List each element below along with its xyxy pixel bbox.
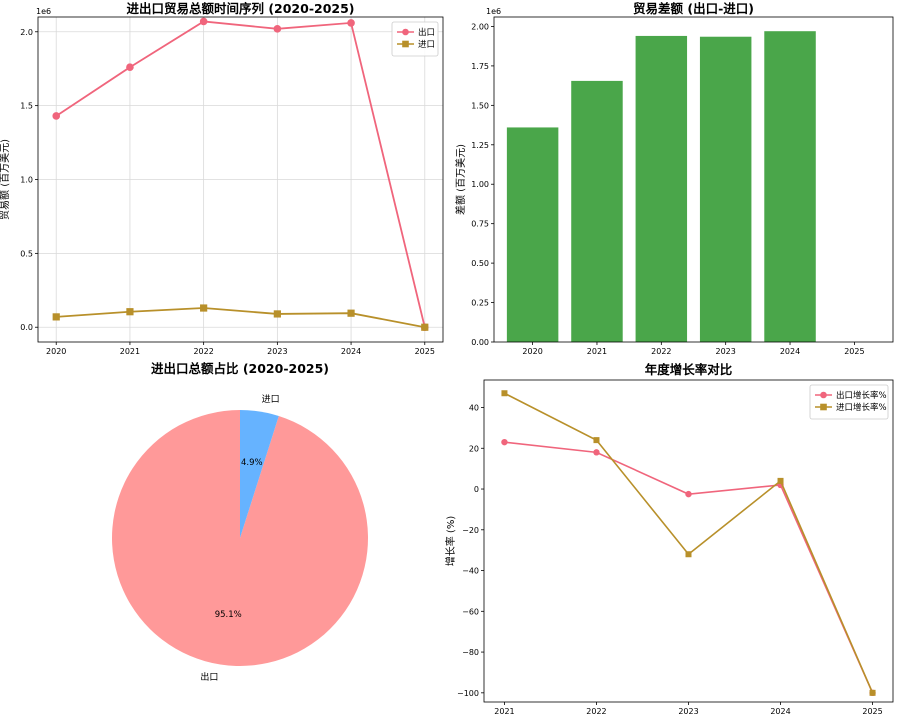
- growth-ytick-label: −40: [462, 567, 479, 576]
- share-slice-label: 出口: [200, 671, 218, 683]
- totals-ytick-label: 0.5: [20, 249, 33, 258]
- totals-scale-label: 1e6: [36, 7, 51, 16]
- growth-xtick-label: 2024: [770, 707, 790, 716]
- totals-point: [126, 63, 134, 72]
- totals-title: 进出口贸易总额时间序列 (2020-2025): [126, 1, 354, 16]
- growth-xtick-label: 2025: [862, 707, 882, 716]
- totals-xtick-label: 2025: [415, 347, 435, 356]
- growth-ylabel: 增长率 (%): [444, 516, 457, 567]
- balance-bar: [571, 80, 623, 342]
- totals-point: [421, 323, 429, 331]
- totals-ytick-label: 1.0: [20, 176, 33, 185]
- growth-point: [501, 438, 508, 446]
- totals-xtick-label: 2024: [341, 347, 361, 356]
- balance-ytick-label: 0.75: [471, 220, 489, 229]
- growth-xtick-label: 2023: [678, 707, 698, 716]
- balance-xtick-label: 2023: [715, 347, 735, 356]
- balance-bar: [635, 35, 688, 342]
- totals-point: [200, 304, 208, 312]
- growth-point: [869, 689, 876, 696]
- totals-ytick-label: 1.5: [20, 102, 33, 111]
- totals-xtick-label: 2021: [120, 347, 140, 356]
- growth-point: [501, 390, 508, 397]
- totals-xtick-label: 2022: [193, 347, 213, 356]
- balance-bar: [764, 31, 816, 342]
- balance-xtick-label: 2021: [587, 347, 607, 356]
- share-slice: [240, 410, 279, 538]
- totals-series-line-1: [56, 307, 425, 329]
- growth-point: [685, 490, 692, 498]
- share-slice-pct: 95.1%: [215, 610, 242, 620]
- balance-xtick-label: 2022: [651, 347, 671, 356]
- balance-ytick-label: 1.50: [471, 101, 489, 110]
- growth-point: [593, 449, 600, 456]
- totals-point: [126, 308, 134, 316]
- totals-legend-marker: [402, 40, 409, 48]
- balance-title: 贸易差额 (出口-进口): [633, 1, 754, 16]
- growth-point: [685, 551, 692, 558]
- growth-ytick-label: −100: [457, 689, 479, 698]
- balance-xtick-label: 2025: [844, 347, 864, 356]
- share-title: 进出口总额占比 (2020-2025): [151, 361, 329, 376]
- balance-ytick-label: 1.75: [471, 62, 489, 71]
- totals-point: [347, 19, 355, 27]
- totals-ytick-label: 2.0: [20, 28, 33, 37]
- balance-ytick-label: 0.25: [471, 299, 489, 308]
- balance-frame: [493, 16, 894, 343]
- totals-ylabel: 贸易额 (百万美元): [0, 139, 11, 220]
- share-slice-label: 进口: [262, 394, 280, 405]
- growth-ytick-label: −80: [462, 648, 479, 657]
- balance-ytick-label: 0.50: [471, 259, 489, 268]
- growth-ytick-label: 40: [469, 404, 479, 413]
- growth-ytick-label: 20: [469, 444, 479, 453]
- growth-legend-marker: [820, 403, 827, 411]
- totals-legend-marker: [402, 28, 409, 36]
- growth-point: [777, 477, 784, 484]
- balance-ytick-label: 1.00: [471, 180, 489, 189]
- totals-frame: [37, 16, 444, 343]
- growth-legend-label: 出口增长率%: [836, 390, 887, 401]
- totals-point: [347, 309, 355, 317]
- growth-title: 年度增长率对比: [645, 362, 733, 377]
- balance-scale-label: 1e6: [486, 7, 501, 16]
- growth-ytick-label: −60: [462, 607, 479, 616]
- balance-bar: [699, 36, 752, 342]
- totals-xtick-label: 2020: [46, 347, 66, 356]
- growth-ytick-label: −20: [462, 526, 479, 535]
- totals-point: [273, 310, 281, 318]
- growth-xtick-label: 2022: [586, 707, 606, 716]
- growth-legend-marker: [820, 391, 827, 399]
- totals-xtick-label: 2023: [267, 347, 287, 356]
- balance-ytick-label: 2.00: [471, 22, 489, 31]
- share-slice-pct: 4.9%: [241, 458, 263, 468]
- growth-legend-label: 进口增长率%: [836, 402, 887, 413]
- growth-series-line-1: [504, 392, 874, 694]
- growth-frame: [483, 379, 894, 703]
- growth-ytick-label: 0: [474, 485, 479, 494]
- balance-ylabel: 差额 (百万美元): [454, 144, 467, 215]
- growth-point: [593, 437, 600, 444]
- totals-ytick-label: 0.0: [20, 323, 33, 332]
- totals-point: [52, 313, 60, 321]
- totals-series-line-0: [55, 20, 426, 328]
- totals-legend-label: 进口: [418, 40, 435, 50]
- balance-ytick-label: 0.00: [471, 338, 489, 347]
- balance-ytick-label: 1.25: [471, 141, 489, 150]
- balance-xtick-label: 2020: [522, 347, 542, 356]
- totals-point: [273, 25, 282, 33]
- totals-point: [52, 112, 61, 120]
- totals-legend-label: 出口: [418, 27, 435, 38]
- balance-xtick-label: 2024: [780, 347, 800, 356]
- growth-xtick-label: 2021: [494, 707, 514, 716]
- growth-legend-box: [809, 384, 889, 420]
- totals-point: [199, 17, 208, 26]
- balance-bar: [506, 127, 559, 342]
